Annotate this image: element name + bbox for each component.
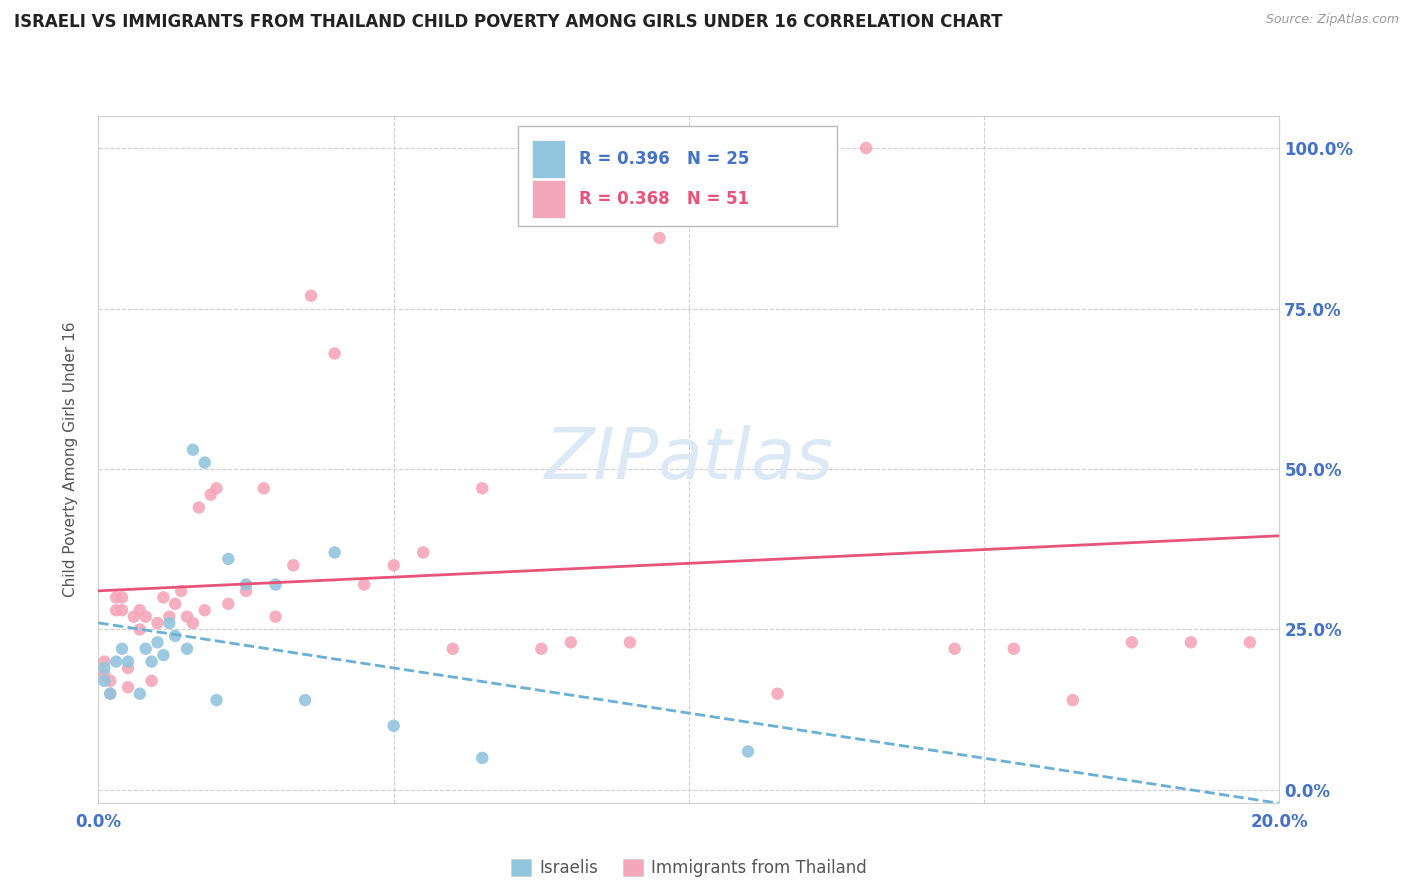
Point: [441, 641, 464, 656]
Point: [294, 693, 316, 707]
Point: [93, 655, 115, 669]
Point: [471, 751, 494, 765]
Point: [217, 597, 239, 611]
Point: [194, 456, 217, 470]
Point: [93, 661, 115, 675]
Point: [181, 442, 204, 457]
Point: [205, 481, 228, 495]
Point: [170, 584, 193, 599]
Point: [111, 603, 134, 617]
FancyBboxPatch shape: [531, 140, 565, 178]
Point: [128, 603, 150, 617]
Point: [128, 687, 150, 701]
Point: [187, 500, 209, 515]
Point: [299, 288, 322, 302]
Point: [105, 591, 128, 605]
Point: [122, 609, 145, 624]
Point: [283, 558, 305, 573]
FancyBboxPatch shape: [531, 180, 565, 218]
Text: R = 0.396   N = 25: R = 0.396 N = 25: [579, 150, 749, 168]
Point: [412, 545, 434, 559]
Point: [152, 648, 174, 662]
Text: ZIPatlas: ZIPatlas: [544, 425, 834, 494]
Point: [141, 655, 163, 669]
Point: [235, 577, 257, 591]
Point: [253, 481, 276, 495]
Point: [323, 545, 346, 559]
Point: [135, 641, 157, 656]
Point: [382, 558, 405, 573]
Point: [217, 552, 239, 566]
Point: [152, 591, 174, 605]
Point: [264, 609, 287, 624]
Point: [117, 661, 139, 675]
Point: [176, 609, 198, 624]
Legend: Israelis, Immigrants from Thailand: Israelis, Immigrants from Thailand: [505, 852, 873, 884]
Point: [93, 673, 115, 688]
Y-axis label: Child Poverty Among Girls Under 16: Child Poverty Among Girls Under 16: [63, 322, 77, 597]
FancyBboxPatch shape: [517, 127, 837, 226]
Point: [382, 719, 405, 733]
Point: [766, 687, 789, 701]
Point: [1062, 693, 1084, 707]
Point: [157, 616, 180, 631]
Point: [128, 623, 150, 637]
Point: [648, 231, 671, 245]
Point: [111, 641, 134, 656]
Point: [181, 616, 204, 631]
Point: [1180, 635, 1202, 649]
Point: [678, 161, 700, 175]
Point: [135, 609, 157, 624]
Point: [235, 584, 257, 599]
Point: [141, 673, 163, 688]
Point: [105, 603, 128, 617]
Point: [560, 635, 582, 649]
Point: [165, 597, 187, 611]
Point: [165, 629, 187, 643]
Point: [98, 687, 121, 701]
Point: [146, 616, 169, 631]
Point: [111, 591, 134, 605]
Point: [98, 673, 121, 688]
Text: Source: ZipAtlas.com: Source: ZipAtlas.com: [1265, 13, 1399, 27]
Point: [323, 346, 346, 360]
Text: R = 0.368   N = 51: R = 0.368 N = 51: [579, 190, 749, 208]
Point: [200, 488, 222, 502]
Text: ISRAELI VS IMMIGRANTS FROM THAILAND CHILD POVERTY AMONG GIRLS UNDER 16 CORRELATI: ISRAELI VS IMMIGRANTS FROM THAILAND CHIL…: [14, 13, 1002, 31]
Point: [93, 667, 115, 681]
Point: [855, 141, 877, 155]
Point: [117, 655, 139, 669]
Point: [146, 635, 169, 649]
Point: [117, 680, 139, 694]
Point: [471, 481, 494, 495]
Point: [157, 609, 180, 624]
Point: [1239, 635, 1261, 649]
Point: [1002, 641, 1025, 656]
Point: [943, 641, 966, 656]
Point: [1121, 635, 1143, 649]
Point: [176, 641, 198, 656]
Point: [737, 744, 759, 758]
Point: [264, 577, 287, 591]
Point: [619, 635, 641, 649]
Point: [530, 641, 553, 656]
Point: [205, 693, 228, 707]
Point: [98, 687, 121, 701]
Point: [353, 577, 375, 591]
Point: [105, 655, 128, 669]
Point: [194, 603, 217, 617]
